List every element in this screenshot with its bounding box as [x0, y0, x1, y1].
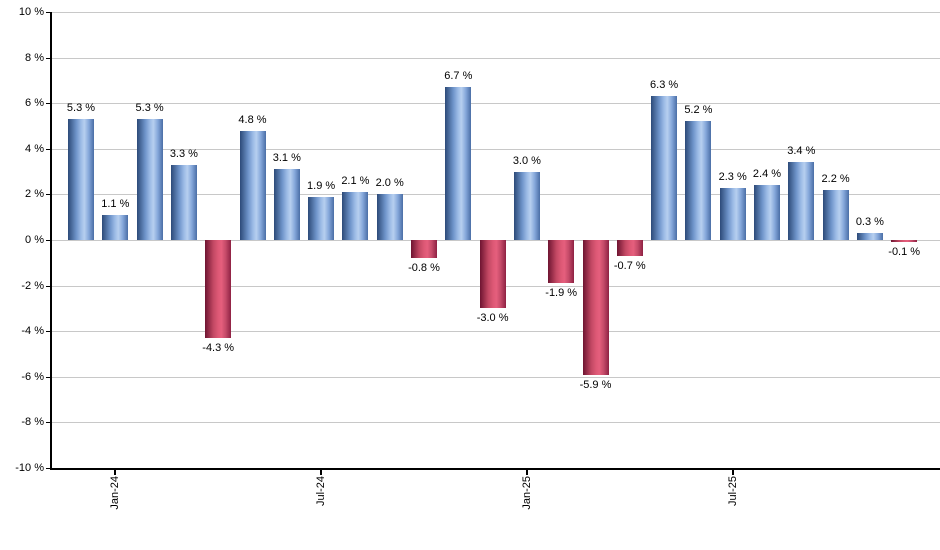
bar-positive [513, 171, 540, 240]
bar-value-label: 3.3 % [169, 147, 198, 160]
bar-value-label: -4.3 % [202, 342, 235, 355]
bar-positive [68, 119, 94, 240]
bar-value-label: -5.9 % [579, 378, 612, 391]
bar-positive [170, 164, 197, 240]
bar-positive [685, 121, 712, 240]
y-axis-tick-label: 0 % [25, 234, 44, 246]
gridline [50, 331, 940, 333]
y-axis-tick-label: 10 % [18, 6, 44, 18]
bar-value-label: 2.2 % [821, 172, 850, 185]
bar-value-label: -3.0 % [476, 312, 509, 325]
bar-negative [891, 240, 918, 243]
bar-negative [411, 240, 437, 259]
y-axis-tick-label: 4 % [25, 142, 44, 155]
bar-value-label: 3.4 % [787, 145, 816, 158]
bar-negative [616, 240, 643, 256]
bar-value-label: -0.1 % [888, 246, 921, 259]
bar-positive [651, 96, 678, 240]
bar-positive [342, 192, 369, 240]
gridline [50, 422, 940, 424]
bar-positive [856, 233, 883, 240]
y-axis-tick-label: -4 % [21, 325, 44, 338]
x-axis-tick-label: Jan-25 [520, 476, 533, 510]
y-axis-tick [46, 12, 50, 13]
bar-value-label: 5.3 % [66, 102, 96, 115]
bar-positive [754, 185, 780, 240]
bar-positive [788, 162, 815, 240]
bar-negative [548, 240, 575, 284]
bar-value-label: 5.2 % [684, 104, 713, 117]
y-axis-tick [46, 57, 50, 59]
y-axis-tick-label: 6 % [25, 97, 44, 110]
y-axis-tick-label: -8 % [21, 416, 44, 429]
x-axis-tick [320, 470, 323, 475]
bar-value-label: 6.7 % [444, 70, 473, 83]
y-axis-tick [46, 422, 50, 424]
bar-value-label: 3.0 % [512, 154, 541, 167]
bar-positive [239, 130, 266, 240]
gridline [50, 103, 940, 105]
gridline [50, 148, 940, 150]
bar-value-label: 2.0 % [375, 177, 404, 190]
bar-negative [205, 240, 232, 339]
y-axis-tick-label: -10 % [15, 462, 44, 474]
bar-positive [445, 87, 472, 240]
bar-value-label: 0.3 % [855, 216, 884, 229]
y-axis-tick [46, 240, 50, 241]
bar-negative [479, 240, 506, 309]
y-axis [50, 12, 52, 470]
bar-positive [376, 194, 403, 240]
y-axis-tick [46, 285, 50, 287]
bar-value-label: -0.7 % [613, 259, 646, 272]
bar-positive [136, 119, 163, 240]
bar-positive [273, 169, 300, 240]
x-axis-tick [525, 470, 528, 475]
bar-value-label: 3.1 % [272, 152, 301, 165]
bar-value-label: 1.9 % [307, 179, 336, 192]
bar-value-label: 1.1 % [101, 197, 130, 210]
x-axis [50, 468, 940, 470]
bar-value-label: 2.3 % [718, 170, 747, 183]
y-axis-tick-label: 8 % [25, 51, 44, 64]
bar-value-label: 4.8 % [238, 113, 267, 126]
gridline [50, 57, 940, 59]
x-axis-tick [114, 470, 117, 475]
bar-negative [582, 240, 609, 375]
bar-value-label: 6.3 % [650, 79, 679, 92]
bar-positive [822, 189, 849, 240]
y-axis-tick [46, 468, 50, 469]
y-axis-tick [46, 194, 50, 196]
gridline [50, 194, 940, 196]
bar-value-label: -1.9 % [545, 287, 578, 300]
y-axis-tick [46, 331, 50, 333]
bar-value-label: -0.8 % [408, 262, 440, 275]
y-axis-tick [46, 148, 50, 150]
y-axis-tick [46, 103, 50, 105]
bar-value-label: 2.1 % [341, 175, 370, 188]
x-axis-tick-label: Jul-24 [315, 476, 328, 506]
x-axis-tick-label: Jan-24 [109, 476, 122, 510]
gridline [50, 12, 940, 13]
bar-value-label: 5.3 % [135, 102, 164, 115]
y-axis-tick-label: 2 % [25, 188, 44, 201]
gridline [50, 376, 940, 378]
y-axis-tick-label: -6 % [21, 370, 44, 383]
y-axis-tick [46, 376, 50, 378]
bar-positive [102, 214, 129, 240]
x-axis-tick-label: Jul-25 [726, 476, 739, 506]
bar-value-label: 2.4 % [752, 168, 782, 181]
bar-positive [308, 196, 335, 240]
x-axis-tick [731, 470, 734, 475]
bar-positive [719, 187, 746, 240]
y-axis-tick-label: -2 % [21, 279, 44, 292]
